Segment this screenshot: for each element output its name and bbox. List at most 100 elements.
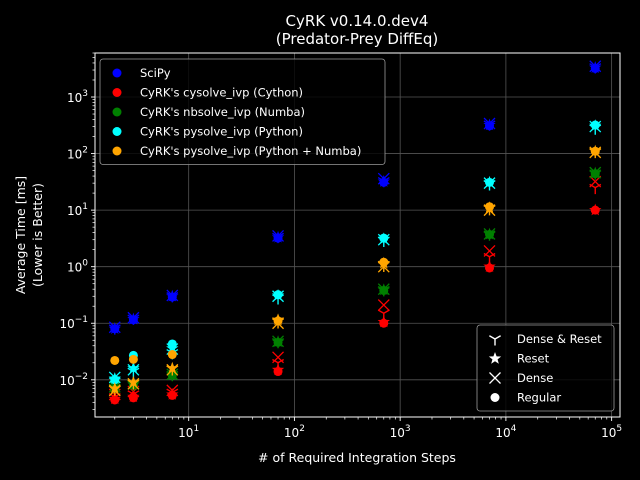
chart-subtitle: (Predator-Prey DiffEq)	[276, 30, 439, 48]
y-tick-label: 10−2	[59, 372, 88, 388]
data-point-dense-reset	[127, 314, 140, 325]
y-tick-label: 101	[67, 202, 88, 218]
y-tick-label: 102	[67, 146, 88, 162]
data-point-reset	[108, 382, 121, 394]
legend-label: CyRK's nbsolve_ivp (Numba)	[140, 105, 305, 119]
legend-marker-circle-icon	[490, 393, 500, 402]
data-point-reset	[589, 119, 602, 132]
data-point-dense	[272, 290, 285, 303]
data-point-dense-reset	[589, 169, 602, 180]
legend-swatch	[112, 146, 122, 156]
x-axis-label: # of Required Integration Steps	[258, 450, 456, 465]
data-point-regular	[110, 355, 120, 365]
data-point-dense-reset	[589, 183, 602, 195]
data-point-reset	[483, 260, 496, 272]
data-point-dense	[127, 363, 140, 376]
x-tick-label: 102	[284, 424, 305, 440]
data-point-reset	[377, 232, 390, 245]
data-point-reset	[127, 361, 140, 374]
data-point-dense-reset	[272, 358, 285, 370]
data-point-dense-reset	[272, 337, 285, 349]
data-point-reset	[271, 313, 285, 326]
data-point-reset	[127, 375, 140, 388]
legend-marker-label: Regular	[517, 391, 561, 405]
data-point-dense-reset	[377, 261, 390, 272]
legend-markers: Dense & Reset Reset Dense Regular	[476, 324, 615, 412]
legend-swatch	[112, 107, 122, 117]
data-point-dense	[377, 233, 390, 246]
legend-series-box	[99, 58, 386, 165]
data-point-dense-reset	[483, 252, 496, 264]
data-point-reset	[166, 341, 179, 354]
legend-marker-label: Reset	[517, 352, 550, 366]
data-point-dense-reset	[108, 385, 121, 396]
data-point-dense-reset	[589, 147, 602, 159]
data-point-dense-reset	[272, 318, 285, 329]
data-point-dense-reset	[483, 230, 496, 241]
data-point-reset	[483, 175, 496, 188]
data-point-reset	[589, 203, 602, 216]
legend-marker-label: Dense	[517, 371, 553, 385]
y-tick-label: 100	[67, 259, 88, 275]
data-point-regular	[167, 350, 177, 360]
data-point-reset	[589, 144, 602, 157]
plot-frame	[94, 52, 621, 418]
data-point-dense-reset	[377, 236, 390, 248]
y-axis-label-secondary: (Lower is Better)	[30, 183, 45, 287]
data-point-reset	[483, 201, 496, 214]
legend-marker-label: Dense & Reset	[517, 332, 602, 346]
data-point-dense-reset	[108, 324, 121, 335]
axis-ticks: 101 102 103 104 105 10−2 10−1 100 101 102 103	[59, 52, 622, 440]
data-point-dense-reset	[589, 63, 602, 74]
legend-swatch	[112, 127, 122, 136]
data-point-dense-reset	[483, 205, 496, 216]
data-point-dense-reset	[483, 180, 496, 191]
legend-markers-box	[476, 324, 615, 412]
data-point-reset	[377, 256, 390, 269]
legend-swatch	[112, 88, 122, 97]
legend-marker-x-icon	[489, 372, 501, 384]
x-tick-label: 104	[495, 424, 516, 440]
x-tick-label: 103	[390, 424, 411, 440]
legend-label: SciPy	[140, 66, 171, 80]
data-point-dense	[377, 299, 390, 311]
data-point-dense-reset	[108, 392, 121, 404]
legend-label: CyRK's cysolve_ivp (Cython)	[140, 86, 303, 100]
data-point-dense-reset	[483, 120, 496, 131]
data-points	[108, 60, 602, 405]
data-point-dense	[108, 371, 121, 384]
data-point-dense-reset	[377, 285, 390, 297]
data-point-dense	[377, 172, 390, 185]
chart-title: CyRK v0.14.0.dev4	[286, 12, 429, 30]
data-point-reset	[166, 361, 179, 374]
y-tick-label: 10−1	[59, 315, 88, 331]
data-point-dense-reset	[166, 388, 179, 399]
x-tick-label: 105	[601, 424, 622, 440]
data-point-dense	[166, 384, 179, 397]
data-point-dense-reset	[272, 294, 285, 305]
y-axis-label: Average Time [ms]	[13, 176, 28, 294]
legend-marker-tri-down-icon	[489, 335, 501, 346]
data-point-dense-reset	[127, 390, 140, 401]
legend-series: SciPy CyRK's cysolve_ivp (Cython) CyRK's n…	[99, 58, 386, 165]
data-point-dense-reset	[127, 379, 140, 390]
y-tick-label: 103	[67, 89, 88, 105]
data-point-dense-reset	[377, 176, 390, 188]
legend-swatch	[112, 68, 122, 78]
data-point-dense-reset	[377, 309, 390, 320]
data-point-dense-reset	[166, 292, 179, 303]
data-point-dense-reset	[272, 232, 285, 244]
data-point-dense	[589, 120, 602, 133]
data-point-regular	[128, 354, 138, 364]
data-point-reset	[271, 288, 285, 301]
data-point-dense-reset	[166, 365, 179, 376]
data-point-reset	[377, 315, 390, 328]
data-point-dense-reset	[589, 124, 602, 135]
legend-marker-star-icon	[488, 352, 502, 364]
legend-label: CyRK's pysolve_ivp (Python + Numba)	[140, 144, 361, 158]
data-point-dense	[108, 321, 121, 334]
legend-label: CyRK's pysolve_ivp (Python)	[140, 125, 303, 139]
x-tick-label: 101	[178, 424, 199, 440]
data-point-dense	[483, 177, 496, 190]
